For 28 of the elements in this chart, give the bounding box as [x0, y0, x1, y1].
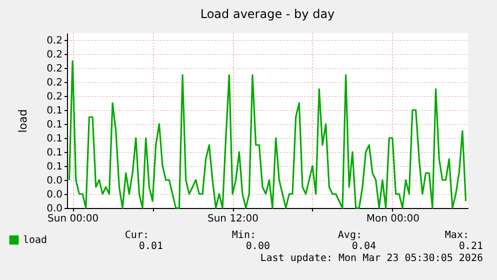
text: 0.00 [246, 241, 270, 252]
text: 0.01 [138, 241, 163, 252]
x-tick-label: Mon 00:00 [366, 214, 420, 224]
y-axis-title: load [16, 109, 30, 133]
y-tick-label: 0.2 [46, 64, 62, 74]
text: Cur: [124, 230, 149, 241]
y-tick-label: 0.1 [46, 162, 62, 172]
text: Min: [232, 230, 256, 241]
text: 0.04 [352, 241, 376, 252]
chart-title: Load average - by day [200, 7, 335, 21]
y-tick-label: 0.1 [46, 148, 62, 158]
text: Max: [444, 230, 469, 241]
y-tick-label: 0.1 [46, 106, 62, 116]
text: Avg: [338, 230, 362, 241]
text: 0.21 [458, 241, 483, 252]
legend-label: load [23, 235, 48, 246]
y-tick-label: 0.0 [46, 176, 62, 186]
y-tick-label: 0.2 [46, 50, 62, 60]
y-tick-label: 0.2 [46, 92, 62, 102]
y-tick-label: 0.0 [46, 204, 62, 214]
y-tick-label: 0.0 [46, 190, 62, 200]
x-tick-label: Sun 12:00 [207, 214, 259, 224]
x-tick-label: Sun 00:00 [48, 214, 99, 224]
y-tick-label: 0.2 [46, 78, 62, 88]
y-tick-label: 0.2 [46, 36, 62, 46]
y-tick-label: 0.1 [46, 134, 62, 144]
y-tick-label: 0.1 [46, 120, 62, 130]
text: Last update: Mon Mar 23 05:30:05 2026 [260, 253, 483, 264]
